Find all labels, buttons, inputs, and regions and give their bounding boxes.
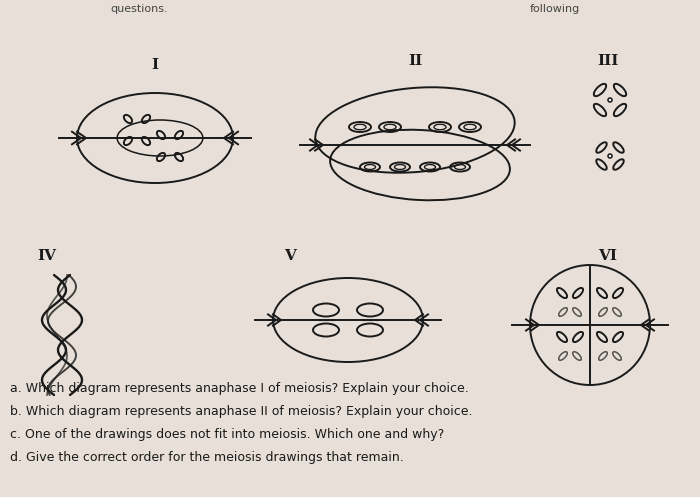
Circle shape xyxy=(608,98,612,102)
Text: following: following xyxy=(530,4,580,14)
Text: questions.: questions. xyxy=(110,4,167,14)
Text: b. Which diagram represents anaphase II of meiosis? Explain your choice.: b. Which diagram represents anaphase II … xyxy=(10,405,473,418)
Text: I: I xyxy=(151,58,159,72)
Text: II: II xyxy=(408,54,422,68)
Text: IV: IV xyxy=(38,249,57,263)
Text: VI: VI xyxy=(598,249,617,263)
Text: d. Give the correct order for the meiosis drawings that remain.: d. Give the correct order for the meiosi… xyxy=(10,451,404,464)
Text: V: V xyxy=(284,249,296,263)
Text: a. Which diagram represents anaphase I of meiosis? Explain your choice.: a. Which diagram represents anaphase I o… xyxy=(10,382,469,395)
Text: III: III xyxy=(597,54,619,68)
Text: c. One of the drawings does not fit into meiosis. Which one and why?: c. One of the drawings does not fit into… xyxy=(10,428,444,441)
Circle shape xyxy=(608,154,612,158)
